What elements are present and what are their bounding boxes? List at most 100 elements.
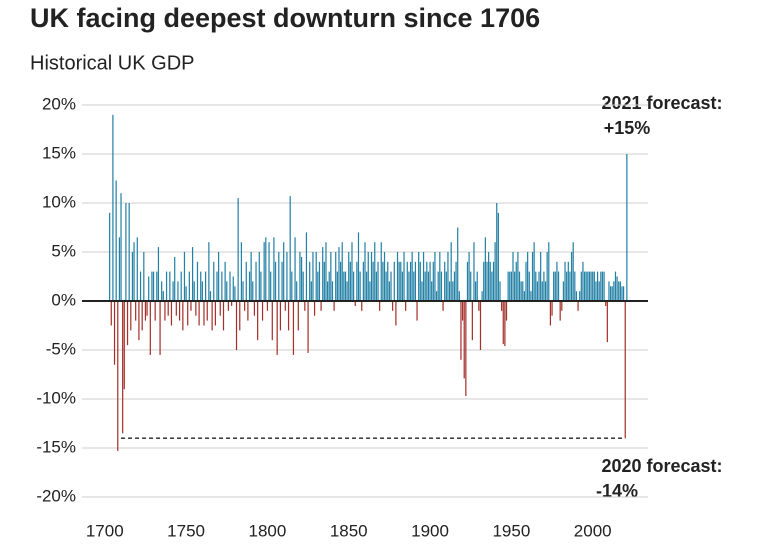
bar xyxy=(244,301,246,311)
bar xyxy=(351,242,353,301)
bar xyxy=(131,252,134,301)
bar xyxy=(149,301,151,355)
bar xyxy=(300,256,303,301)
bar xyxy=(533,242,535,301)
bar xyxy=(222,301,225,331)
bar xyxy=(486,261,488,301)
bar xyxy=(369,281,371,301)
bar xyxy=(473,242,475,301)
bar xyxy=(618,281,620,301)
bar xyxy=(312,252,314,301)
bar xyxy=(346,281,348,301)
bar xyxy=(198,301,200,326)
bar xyxy=(113,301,116,365)
bar xyxy=(509,271,511,301)
bar xyxy=(188,271,190,301)
bar xyxy=(411,252,413,301)
bar xyxy=(483,261,485,301)
bar xyxy=(554,271,556,301)
bar xyxy=(206,301,208,321)
bar xyxy=(546,252,548,301)
bar xyxy=(484,237,486,301)
bar xyxy=(561,301,563,311)
bar xyxy=(527,252,529,301)
bar xyxy=(317,271,319,301)
bar xyxy=(165,271,168,301)
bar xyxy=(152,271,155,301)
bar xyxy=(250,252,252,301)
y-tick-label: 0% xyxy=(51,290,76,309)
bar xyxy=(450,242,452,301)
bar xyxy=(287,301,290,331)
bar xyxy=(313,301,316,316)
bar xyxy=(333,301,335,311)
bar xyxy=(487,252,490,301)
bar xyxy=(421,281,423,301)
y-tick-label: 10% xyxy=(42,192,76,211)
bar xyxy=(226,281,228,301)
bar xyxy=(309,261,311,301)
bar xyxy=(208,242,210,301)
bar xyxy=(414,261,417,301)
bar xyxy=(380,242,382,301)
bar xyxy=(219,301,221,316)
bar xyxy=(247,301,249,321)
bar xyxy=(180,271,182,301)
bar xyxy=(335,252,337,301)
x-tick-label: 1700 xyxy=(86,521,124,540)
bar xyxy=(400,261,402,301)
bar xyxy=(574,271,576,301)
bar xyxy=(390,271,392,301)
bar xyxy=(204,271,207,301)
bar xyxy=(393,261,395,301)
bar xyxy=(190,301,192,311)
bar xyxy=(559,301,561,321)
bar xyxy=(434,252,436,301)
bar xyxy=(379,301,381,311)
bar xyxy=(392,301,394,311)
bar xyxy=(531,252,534,301)
bar xyxy=(239,301,241,331)
bar xyxy=(138,301,140,341)
bar xyxy=(535,271,537,301)
bar xyxy=(440,271,443,301)
bar xyxy=(161,281,163,301)
bar xyxy=(112,114,114,301)
bar xyxy=(128,203,130,301)
bar xyxy=(325,242,327,301)
bar xyxy=(336,271,338,301)
bar xyxy=(187,301,189,326)
bar xyxy=(178,301,181,321)
bar xyxy=(403,252,405,301)
bar xyxy=(382,261,384,301)
bar xyxy=(432,261,434,301)
bar xyxy=(117,301,119,451)
bar xyxy=(182,301,184,331)
bar xyxy=(157,247,160,301)
bar xyxy=(214,301,216,326)
bar xyxy=(501,301,503,311)
bar xyxy=(177,281,179,301)
bar xyxy=(569,271,571,301)
bar xyxy=(169,271,171,301)
y-tick-label: 5% xyxy=(51,241,76,260)
bar xyxy=(284,301,286,311)
bar xyxy=(465,301,467,397)
bar xyxy=(260,271,262,301)
bar xyxy=(375,271,377,301)
bar xyxy=(283,242,285,301)
bar xyxy=(510,271,512,301)
bar xyxy=(115,180,117,301)
bar xyxy=(242,281,244,301)
bar xyxy=(431,281,433,301)
bar xyxy=(437,271,439,301)
bar xyxy=(164,301,166,321)
bar xyxy=(320,301,322,311)
bar xyxy=(564,261,566,301)
bar xyxy=(448,281,451,301)
bar xyxy=(213,261,215,301)
bar xyxy=(274,261,277,301)
bar xyxy=(304,301,306,311)
bar xyxy=(279,301,282,331)
bar xyxy=(195,301,197,316)
